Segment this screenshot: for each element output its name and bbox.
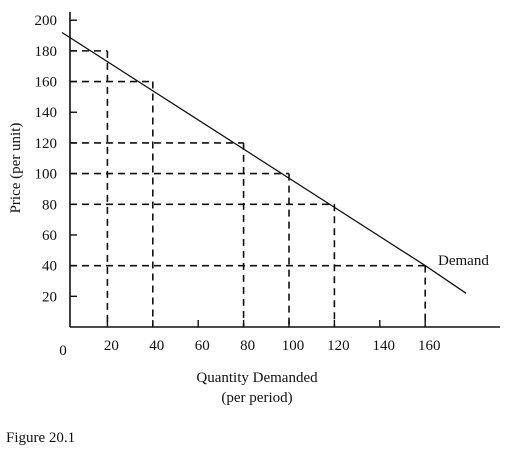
y-axis-title: Price (per unit) <box>8 123 24 214</box>
x-tick-label: 20 <box>104 338 119 354</box>
x-tick-label: 140 <box>373 338 396 354</box>
y-tick-label: 40 <box>42 259 57 275</box>
series-layer <box>61 31 467 294</box>
figure-caption: Figure 20.1 <box>6 430 75 446</box>
x-tick-label: 60 <box>195 338 210 354</box>
origin-label: 0 <box>59 343 67 359</box>
demand-series-label: Demand <box>438 253 489 269</box>
x-tick-label: 80 <box>240 338 255 354</box>
x-axis-title: Quantity Demanded <box>196 370 318 386</box>
y-tick-label: 60 <box>42 228 57 244</box>
y-ticks: 20 40 60 80 100 120 140 160 180 200 <box>35 13 77 305</box>
x-tick-label: 100 <box>282 338 305 354</box>
y-tick-label: 180 <box>35 44 58 60</box>
y-tick-label: 160 <box>35 75 58 91</box>
y-tick-label: 140 <box>35 105 58 121</box>
y-tick-label: 200 <box>35 13 58 29</box>
x-tick-label: 40 <box>149 338 164 354</box>
y-tick-label: 20 <box>42 289 57 305</box>
x-axis-subtitle: (per period) <box>221 390 292 406</box>
y-tick-label: 120 <box>35 136 58 152</box>
y-tick-label: 100 <box>35 167 58 183</box>
reference-lines <box>70 50 427 327</box>
x-ticks: 20 40 60 80 100 120 140 160 <box>104 320 441 354</box>
demand-line <box>61 31 467 294</box>
axes <box>69 12 500 328</box>
x-tick-label: 120 <box>327 338 350 354</box>
y-tick-label: 80 <box>42 197 57 213</box>
x-tick-label: 160 <box>418 338 441 354</box>
